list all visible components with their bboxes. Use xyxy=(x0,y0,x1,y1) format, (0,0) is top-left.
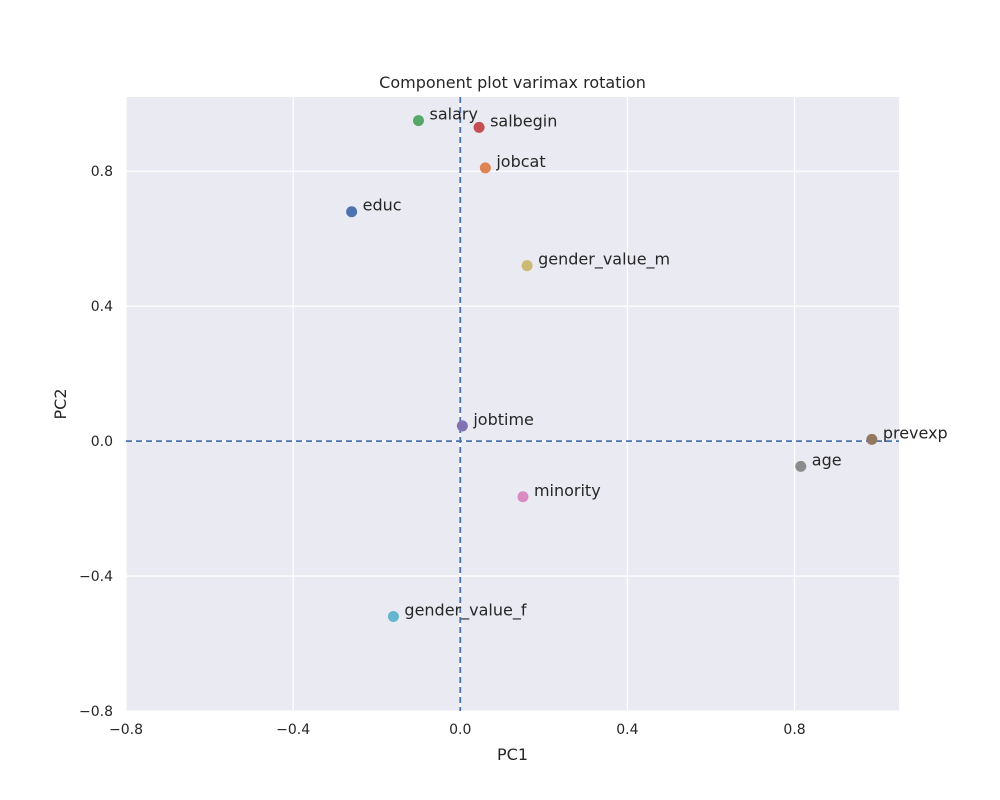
point-label: salary xyxy=(429,105,477,124)
point-label: prevexp xyxy=(883,423,948,442)
point-label: gender_value_m xyxy=(538,250,670,270)
y-tick-label: −0.4 xyxy=(79,569,113,585)
scatter-point xyxy=(795,460,807,472)
scatter-point xyxy=(473,121,485,133)
x-tick-label: 0.0 xyxy=(449,722,471,738)
scatter-point xyxy=(387,611,399,623)
data-points xyxy=(346,115,878,623)
point-label: jobtime xyxy=(472,410,534,429)
scatter-point xyxy=(521,260,533,272)
scatter-point xyxy=(479,162,491,174)
scatter-point xyxy=(866,433,878,445)
point-label: gender_value_f xyxy=(404,601,526,621)
x-tick-label: −0.8 xyxy=(109,722,143,738)
point-label: salbegin xyxy=(490,111,557,130)
x-tick-label: 0.8 xyxy=(783,722,805,738)
scatter-point xyxy=(346,206,358,218)
chart-title: Component plot varimax rotation xyxy=(379,73,646,92)
tick-labels: −0.8 −0.4 0.0 0.4 0.8 −0.8 −0.4 0.0 0.4 0.8 xyxy=(79,164,806,738)
x-tick-label: −0.4 xyxy=(276,722,310,738)
point-labels: educ jobcat salary salbegin jobtime prevexp mi… xyxy=(363,105,948,621)
x-axis-label: PC1 xyxy=(497,745,528,764)
reference-lines xyxy=(126,97,899,711)
point-label: age xyxy=(812,450,842,469)
y-tick-label: 0.4 xyxy=(91,299,113,315)
scatter-point xyxy=(412,115,424,127)
point-label: educ xyxy=(363,196,402,215)
point-label: jobcat xyxy=(495,152,545,171)
x-tick-label: 0.4 xyxy=(616,722,638,738)
scatter-point xyxy=(517,491,529,503)
scatter-point xyxy=(456,420,468,432)
y-tick-label: −0.8 xyxy=(79,704,113,720)
y-tick-label: 0.8 xyxy=(91,164,113,180)
point-label: minority xyxy=(534,481,601,500)
y-axis-label: PC2 xyxy=(51,389,70,420)
plot-area xyxy=(126,97,899,711)
y-tick-label: 0.0 xyxy=(91,434,113,450)
